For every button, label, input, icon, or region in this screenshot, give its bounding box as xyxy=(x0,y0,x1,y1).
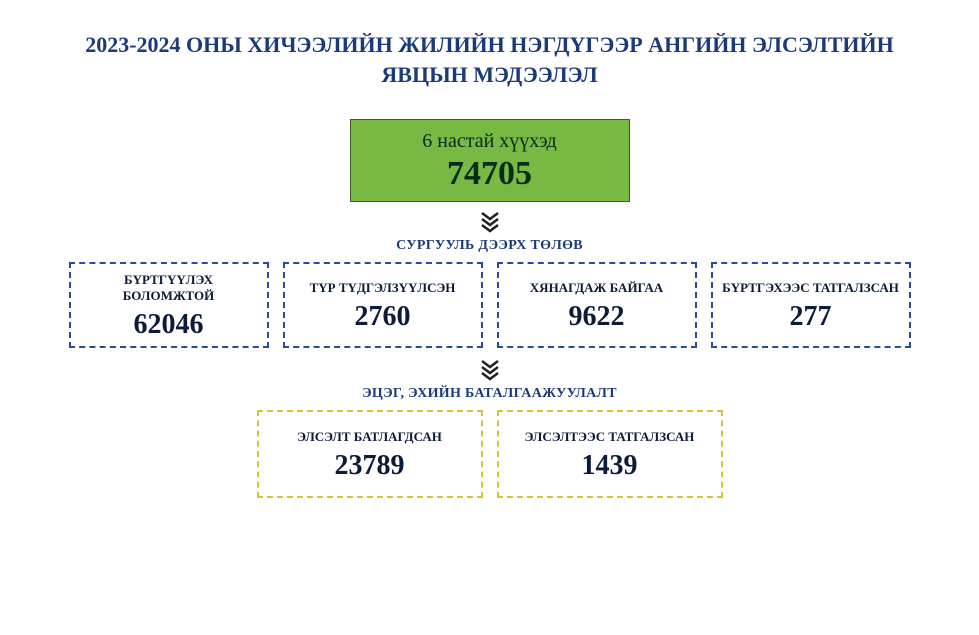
section2-title: ЭЦЭГ, ЭХИЙН БАТАЛГААЖУУЛАЛТ xyxy=(60,386,919,402)
stat-value: 23789 xyxy=(267,450,473,482)
stat-label: ХЯНАГДАЖ БАЙГАА xyxy=(507,280,687,296)
stat-label: ЭЛСЭЛТ БАТЛАГДСАН xyxy=(267,429,473,445)
chevron-down-icon xyxy=(60,358,919,382)
stat-value: 277 xyxy=(721,301,901,333)
section1-row: БҮРТГҮҮЛЭХ БОЛОМЖТОЙ 62046 ТҮР ТҮДГЭЛЗҮҮ… xyxy=(60,262,919,348)
chevron-down-icon xyxy=(60,210,919,234)
infographic-container: 2023-2024 ОНЫ ХИЧЭЭЛИЙН ЖИЛИЙН НЭГДҮГЭЭР… xyxy=(0,0,979,498)
page-title: 2023-2024 ОНЫ ХИЧЭЭЛИЙН ЖИЛИЙН НЭГДҮГЭЭР… xyxy=(60,30,919,89)
stat-box-reviewing: ХЯНАГДАЖ БАЙГАА 9622 xyxy=(497,262,697,348)
top-stat-box: 6 настай хүүхэд 74705 xyxy=(350,119,630,202)
stat-label: БҮРТГЭХЭЭС ТАТГАЛЗСАН xyxy=(721,280,901,296)
top-stat-value: 74705 xyxy=(363,155,617,193)
stat-label: ТҮР ТҮДГЭЛЗҮҮЛСЭН xyxy=(293,280,473,296)
stat-box-approved: ЭЛСЭЛТ БАТЛАГДСАН 23789 xyxy=(257,410,483,498)
stat-value: 62046 xyxy=(79,309,259,341)
top-stat-label: 6 настай хүүхэд xyxy=(363,130,617,153)
stat-box-declined: ЭЛСЭЛТЭЭС ТАТГАЛЗСАН 1439 xyxy=(497,410,723,498)
stat-label: ЭЛСЭЛТЭЭС ТАТГАЛЗСАН xyxy=(507,429,713,445)
stat-box-registerable: БҮРТГҮҮЛЭХ БОЛОМЖТОЙ 62046 xyxy=(69,262,269,348)
stat-value: 2760 xyxy=(293,301,473,333)
stat-box-suspended: ТҮР ТҮДГЭЛЗҮҮЛСЭН 2760 xyxy=(283,262,483,348)
stat-value: 9622 xyxy=(507,301,687,333)
stat-label: БҮРТГҮҮЛЭХ БОЛОМЖТОЙ xyxy=(79,272,259,305)
stat-value: 1439 xyxy=(507,450,713,482)
section2-row: ЭЛСЭЛТ БАТЛАГДСАН 23789 ЭЛСЭЛТЭЭС ТАТГАЛ… xyxy=(60,410,919,498)
section1-title: СУРГУУЛЬ ДЭЭРХ ТӨЛӨВ xyxy=(60,238,919,254)
stat-box-rejected: БҮРТГЭХЭЭС ТАТГАЛЗСАН 277 xyxy=(711,262,911,348)
